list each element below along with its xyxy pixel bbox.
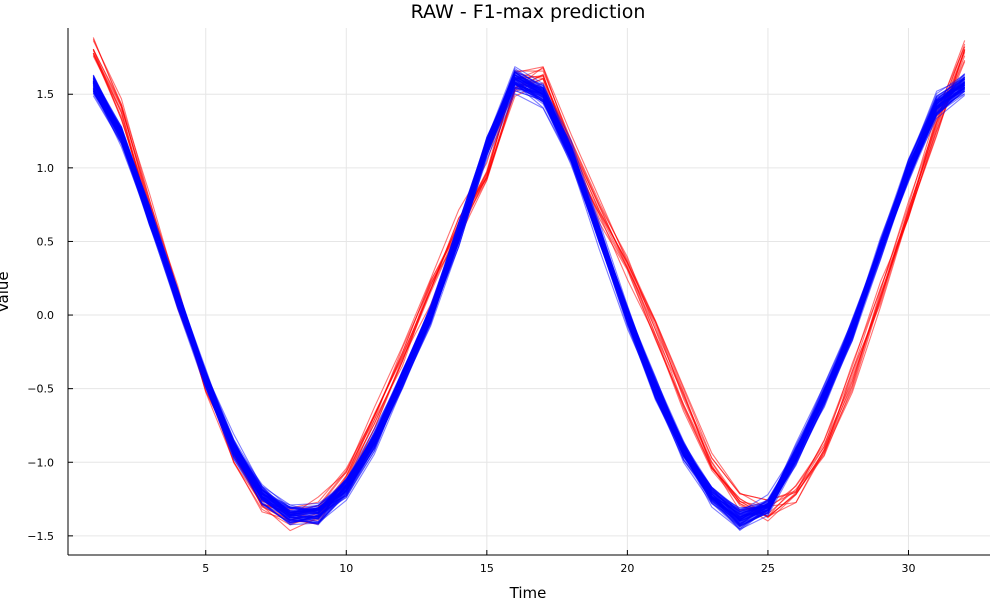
series-line <box>92 81 966 517</box>
chart-title: RAW - F1-max prediction <box>411 1 646 23</box>
y-tick-label: 0.5 <box>37 235 55 248</box>
y-tick-label: 1.0 <box>37 162 55 175</box>
x-axis-title: Time <box>509 584 547 600</box>
y-tick-label: −1.5 <box>27 530 54 543</box>
tick-labels: 5 10 15 20 25 30 −1.5 −1.0 −0.5 0.0 0.5 1.0 1.5 <box>27 88 915 575</box>
x-tick-label: 20 <box>620 562 634 575</box>
y-tick-label: −1.0 <box>27 456 54 469</box>
series-line <box>92 72 965 514</box>
series-group <box>92 66 966 531</box>
x-tick-label: 15 <box>480 562 494 575</box>
y-tick-label: 1.5 <box>37 88 55 101</box>
x-tick-label: 30 <box>901 562 915 575</box>
series-line <box>92 68 965 517</box>
series-line <box>92 74 966 519</box>
series-layer <box>92 37 966 532</box>
axes <box>67 28 990 556</box>
series-line <box>92 83 966 525</box>
x-tick-label: 10 <box>339 562 353 575</box>
y-tick-label: −0.5 <box>27 383 54 396</box>
series-line <box>92 83 965 521</box>
x-tick-label: 25 <box>761 562 775 575</box>
x-tick-label: 5 <box>202 562 209 575</box>
y-axis-title: Value <box>0 271 12 312</box>
y-tick-label: 0.0 <box>37 309 55 322</box>
